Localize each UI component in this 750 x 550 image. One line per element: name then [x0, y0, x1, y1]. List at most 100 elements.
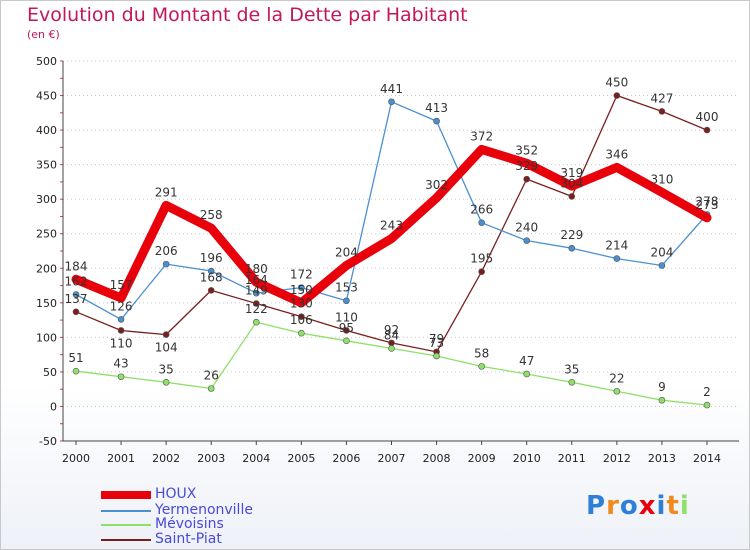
data-label-houx: 180 — [245, 262, 268, 276]
data-label-mevoisins: 47 — [519, 354, 534, 368]
data-point-houx — [207, 224, 215, 232]
data-point-houx — [297, 299, 305, 307]
data-point-mevoisins — [207, 385, 215, 392]
data-label-mevoisins: 35 — [159, 362, 174, 376]
data-label-yermenonville: 441 — [380, 82, 403, 96]
data-point-saint-piat — [298, 313, 305, 320]
data-label-mevoisins: 35 — [564, 362, 579, 376]
x-tick-label: 2002 — [152, 452, 180, 465]
data-point-saint-piat — [478, 268, 485, 276]
y-tick-label: 450 — [36, 90, 57, 103]
data-label-saint-piat: 400 — [696, 110, 719, 124]
data-point-yermenonville — [613, 255, 621, 262]
data-label-houx: 273 — [696, 198, 719, 212]
data-label-yermenonville: 240 — [515, 221, 538, 235]
data-point-yermenonville — [388, 98, 395, 106]
data-label-mevoisins: 22 — [609, 371, 624, 385]
data-label-yermenonville: 204 — [650, 246, 673, 260]
data-point-saint-piat — [343, 327, 350, 334]
data-label-yermenonville: 266 — [470, 203, 493, 217]
data-label-yermenonville: 153 — [335, 281, 358, 295]
data-label-saint-piat: 450 — [605, 76, 628, 90]
data-point-houx — [703, 214, 711, 222]
x-tick-label: 2008 — [423, 452, 451, 465]
data-point-saint-piat — [658, 108, 666, 115]
data-label-houx: 150 — [290, 283, 313, 297]
data-point-yermenonville — [162, 260, 170, 268]
chart-title: Evolution du Montant de la Dette par Hab… — [27, 4, 468, 26]
x-tick-label: 2014 — [693, 452, 721, 465]
data-point-mevoisins — [117, 373, 125, 381]
data-label-saint-piat: 195 — [470, 252, 493, 266]
data-point-saint-piat — [252, 300, 260, 307]
x-tick-label: 2004 — [242, 452, 270, 465]
legend-label-houx: HOUX — [155, 486, 197, 502]
data-point-houx — [252, 278, 260, 286]
data-label-mevoisins: 58 — [474, 346, 489, 360]
data-label-saint-piat: 427 — [650, 91, 673, 105]
data-point-saint-piat — [207, 287, 215, 294]
y-tick-label: 300 — [36, 193, 57, 206]
x-tick-label: 2009 — [468, 452, 496, 465]
data-label-yermenonville: 206 — [155, 244, 178, 258]
legend-label-mevoisins: Mévoisins — [155, 516, 224, 532]
data-label-houx: 291 — [155, 185, 178, 199]
data-point-saint-piat — [568, 193, 576, 200]
data-point-saint-piat — [703, 126, 711, 134]
data-label-mevoisins: 73 — [429, 336, 444, 350]
y-tick-label: 150 — [36, 297, 57, 310]
y-tick-label: 50 — [43, 366, 57, 379]
x-tick-label: 2010 — [513, 452, 541, 465]
legend-swatch-saint-piat — [101, 539, 151, 541]
data-point-saint-piat — [72, 308, 80, 316]
data-point-mevoisins — [478, 363, 485, 370]
data-point-mevoisins — [433, 352, 440, 360]
data-label-saint-piat: 104 — [155, 341, 178, 355]
data-label-saint-piat: 168 — [200, 270, 223, 284]
data-point-saint-piat — [523, 175, 531, 183]
data-label-houx: 184 — [65, 259, 88, 273]
data-label-saint-piat: 110 — [110, 336, 133, 350]
data-point-houx — [568, 182, 576, 190]
data-point-mevoisins — [252, 318, 260, 326]
data-point-saint-piat — [162, 331, 170, 338]
x-tick-label: 2000 — [62, 452, 90, 465]
data-point-houx — [433, 194, 441, 202]
data-point-saint-piat — [117, 327, 125, 334]
data-point-mevoisins — [162, 378, 170, 386]
data-point-yermenonville — [207, 267, 215, 275]
data-label-saint-piat: 130 — [290, 297, 313, 311]
x-tick-label: 2005 — [287, 452, 315, 465]
y-tick-label: 250 — [36, 228, 57, 241]
data-label-houx: 352 — [515, 143, 538, 157]
data-point-houx — [117, 294, 125, 302]
y-tick-label: 500 — [36, 55, 57, 68]
logo-letter: i — [679, 491, 690, 521]
data-label-saint-piat: 110 — [335, 310, 358, 324]
data-label-yermenonville: 172 — [290, 268, 313, 282]
data-label-saint-piat: 79 — [429, 332, 444, 346]
data-label-saint-piat: 329 — [515, 159, 538, 173]
data-point-yermenonville — [343, 297, 350, 305]
data-label-houx: 319 — [560, 166, 583, 180]
data-point-houx — [523, 159, 531, 167]
data-label-yermenonville: 126 — [110, 299, 133, 313]
data-point-houx — [72, 275, 80, 283]
data-label-mevoisins: 26 — [204, 368, 219, 382]
data-point-houx — [658, 188, 666, 196]
data-point-houx — [478, 145, 486, 153]
data-label-saint-piat: 92 — [384, 323, 399, 337]
data-point-mevoisins — [568, 378, 576, 386]
data-label-mevoisins: 84 — [384, 328, 399, 342]
x-tick-label: 2013 — [648, 452, 676, 465]
data-point-mevoisins — [388, 345, 395, 352]
data-point-mevoisins — [703, 401, 711, 409]
data-label-saint-piat: 304 — [560, 176, 583, 190]
data-label-yermenonville: 164 — [245, 273, 268, 287]
data-label-houx: 302 — [425, 178, 448, 192]
data-point-mevoisins — [298, 329, 305, 337]
data-point-yermenonville — [252, 289, 260, 297]
data-label-houx: 157 — [110, 278, 133, 292]
data-point-houx — [388, 235, 395, 243]
